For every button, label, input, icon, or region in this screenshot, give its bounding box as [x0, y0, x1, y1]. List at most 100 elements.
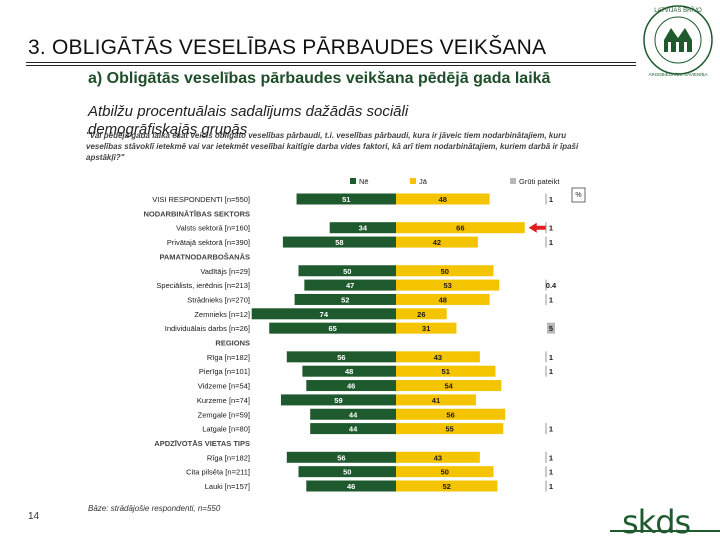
bar-ne — [251, 308, 396, 320]
row-label: Kurzeme [n=74] — [197, 396, 250, 405]
legend-swatch-2 — [510, 178, 516, 184]
row-label: Cita pilsēta [n=211] — [186, 468, 250, 477]
row-label: Rīga [n=182] — [207, 453, 250, 462]
row-label: Strādnieks [n=270] — [187, 295, 250, 304]
base-note: Bāze: strādājošie respondenti, n=550 — [88, 504, 221, 513]
bar-ja — [396, 193, 490, 205]
value-label-grutiPateikt: 1 — [549, 238, 553, 247]
row-label: Vadītājs [n=29] — [200, 267, 250, 276]
lbas-logo: LATVIJAS BRĪVO ARODBIEDRĪBU SAVIENĪBA — [643, 5, 713, 77]
row-label: Rīga [n=182] — [207, 353, 250, 362]
value-label-ja: 50 — [441, 267, 449, 276]
section-header: PAMATNODARBOŠANĀS — [159, 252, 250, 261]
unit-box — [571, 187, 586, 203]
bar-ne — [294, 293, 396, 305]
value-label-ne: 50 — [343, 267, 351, 276]
value-label-ne: 56 — [337, 453, 345, 462]
value-label-ne: 46 — [347, 382, 355, 391]
value-label-ja: 43 — [434, 453, 442, 462]
logo-text-top: LATVIJAS BRĪVO — [654, 7, 702, 14]
bar-ne — [304, 279, 396, 291]
value-label-ne: 56 — [337, 353, 345, 362]
row-label: Vidzeme [n=54] — [198, 382, 250, 391]
value-label-ja: 52 — [443, 482, 451, 491]
unit-label: % — [575, 192, 581, 199]
bar-ne — [306, 480, 396, 492]
bar-ne — [269, 322, 396, 334]
value-label-ja: 48 — [439, 295, 447, 304]
bar-ne — [298, 265, 396, 277]
value-label-grutiPateikt: 1 — [549, 453, 553, 462]
value-label-ja: 41 — [432, 396, 440, 405]
value-label-ne: 65 — [328, 324, 336, 333]
title-rule-top — [26, 62, 636, 63]
bar-ne — [310, 423, 396, 435]
value-label-grutiPateikt: 1 — [549, 353, 553, 362]
bar-ja — [396, 308, 447, 320]
value-label-ja: 50 — [441, 468, 449, 477]
value-label-ne: 44 — [349, 410, 358, 419]
bar-ja — [396, 322, 457, 334]
chart-subtitle: a) Obligātās veselības pārbaudes veikšan… — [88, 70, 551, 87]
value-label-ja: 53 — [444, 281, 452, 290]
bar-ja — [396, 265, 494, 277]
highlight-arrow-icon — [528, 222, 546, 233]
bar-ja — [396, 293, 490, 305]
value-label-ja: 26 — [417, 310, 425, 319]
row-label: Zemgale [n=59] — [198, 410, 250, 419]
bar-ne — [298, 466, 396, 478]
value-label-ne: 51 — [342, 195, 350, 204]
row-label: Individuālais darbs [n=26] — [165, 324, 250, 333]
logo-text-bottom: ARODBIEDRĪBU SAVIENĪBA — [649, 71, 708, 77]
legend-swatch-0 — [350, 178, 356, 184]
value-label-ja: 31 — [422, 324, 430, 333]
bar-ne — [329, 222, 396, 234]
row-label: Pierīga [n=101] — [199, 367, 250, 376]
row-label: Valsts sektorā [n=160] — [176, 224, 250, 233]
value-label-ne: 74 — [320, 310, 329, 319]
value-label-grutiPateikt: 1 — [549, 468, 553, 477]
bar-ja — [396, 451, 480, 463]
skds-underline — [610, 530, 720, 532]
value-label-grutiPateikt: 1 — [549, 295, 553, 304]
row-label: VISI RESPONDENTI [n=550] — [152, 195, 250, 204]
row-label: Privātajā sektorā [n=390] — [167, 238, 250, 247]
bar-ja — [396, 236, 478, 248]
value-label-ja: 48 — [439, 195, 447, 204]
bar-ja — [396, 466, 494, 478]
value-label-ne: 46 — [347, 482, 355, 491]
section-header: NODARBINĀTĪBAS SEKTORS — [143, 209, 250, 218]
value-label-grutiPateikt: 1 — [549, 367, 553, 376]
value-label-ne: 44 — [349, 425, 358, 434]
value-label-ne: 47 — [346, 281, 354, 290]
value-label-ne: 58 — [335, 238, 343, 247]
bar-ne — [306, 380, 396, 392]
page-title: 3. OBLIGĀTĀS VESELĪBAS PĀRBAUDES VEIKŠAN… — [28, 36, 547, 59]
bar-ne — [296, 193, 396, 205]
section-header: REGIONS — [215, 339, 250, 348]
value-label-ja: 55 — [445, 425, 453, 434]
value-label-grutiPateikt: 1 — [549, 425, 553, 434]
value-label-ne: 34 — [359, 224, 368, 233]
bar-ne — [302, 365, 396, 377]
bar-ja — [396, 480, 498, 492]
value-label-grutiPateikt: 1 — [549, 482, 553, 491]
value-label-ne: 50 — [343, 468, 351, 477]
value-label-ja: 51 — [442, 367, 450, 376]
page-number: 14 — [28, 511, 40, 522]
value-label-ne: 59 — [334, 396, 342, 405]
legend-swatch-1 — [410, 178, 416, 184]
row-label: Latgale [n=80] — [202, 425, 250, 434]
value-label-ne: 52 — [341, 295, 349, 304]
row-label: Lauki [n=157] — [205, 482, 250, 491]
value-label-ja: 42 — [433, 238, 441, 247]
value-label-ja: 56 — [446, 410, 454, 419]
legend-label-0: Nē — [359, 177, 369, 186]
bar-ne — [286, 451, 396, 463]
section-header: APDZĪVOTĀS VIETAS TIPS — [154, 439, 250, 448]
value-label-grutiPateikt: 1 — [549, 195, 553, 204]
bar-ja — [396, 423, 504, 435]
bar-ja — [396, 279, 500, 291]
chart-subtitle-2: Atbilžu procentuālais sadalījums dažādās… — [88, 103, 409, 138]
